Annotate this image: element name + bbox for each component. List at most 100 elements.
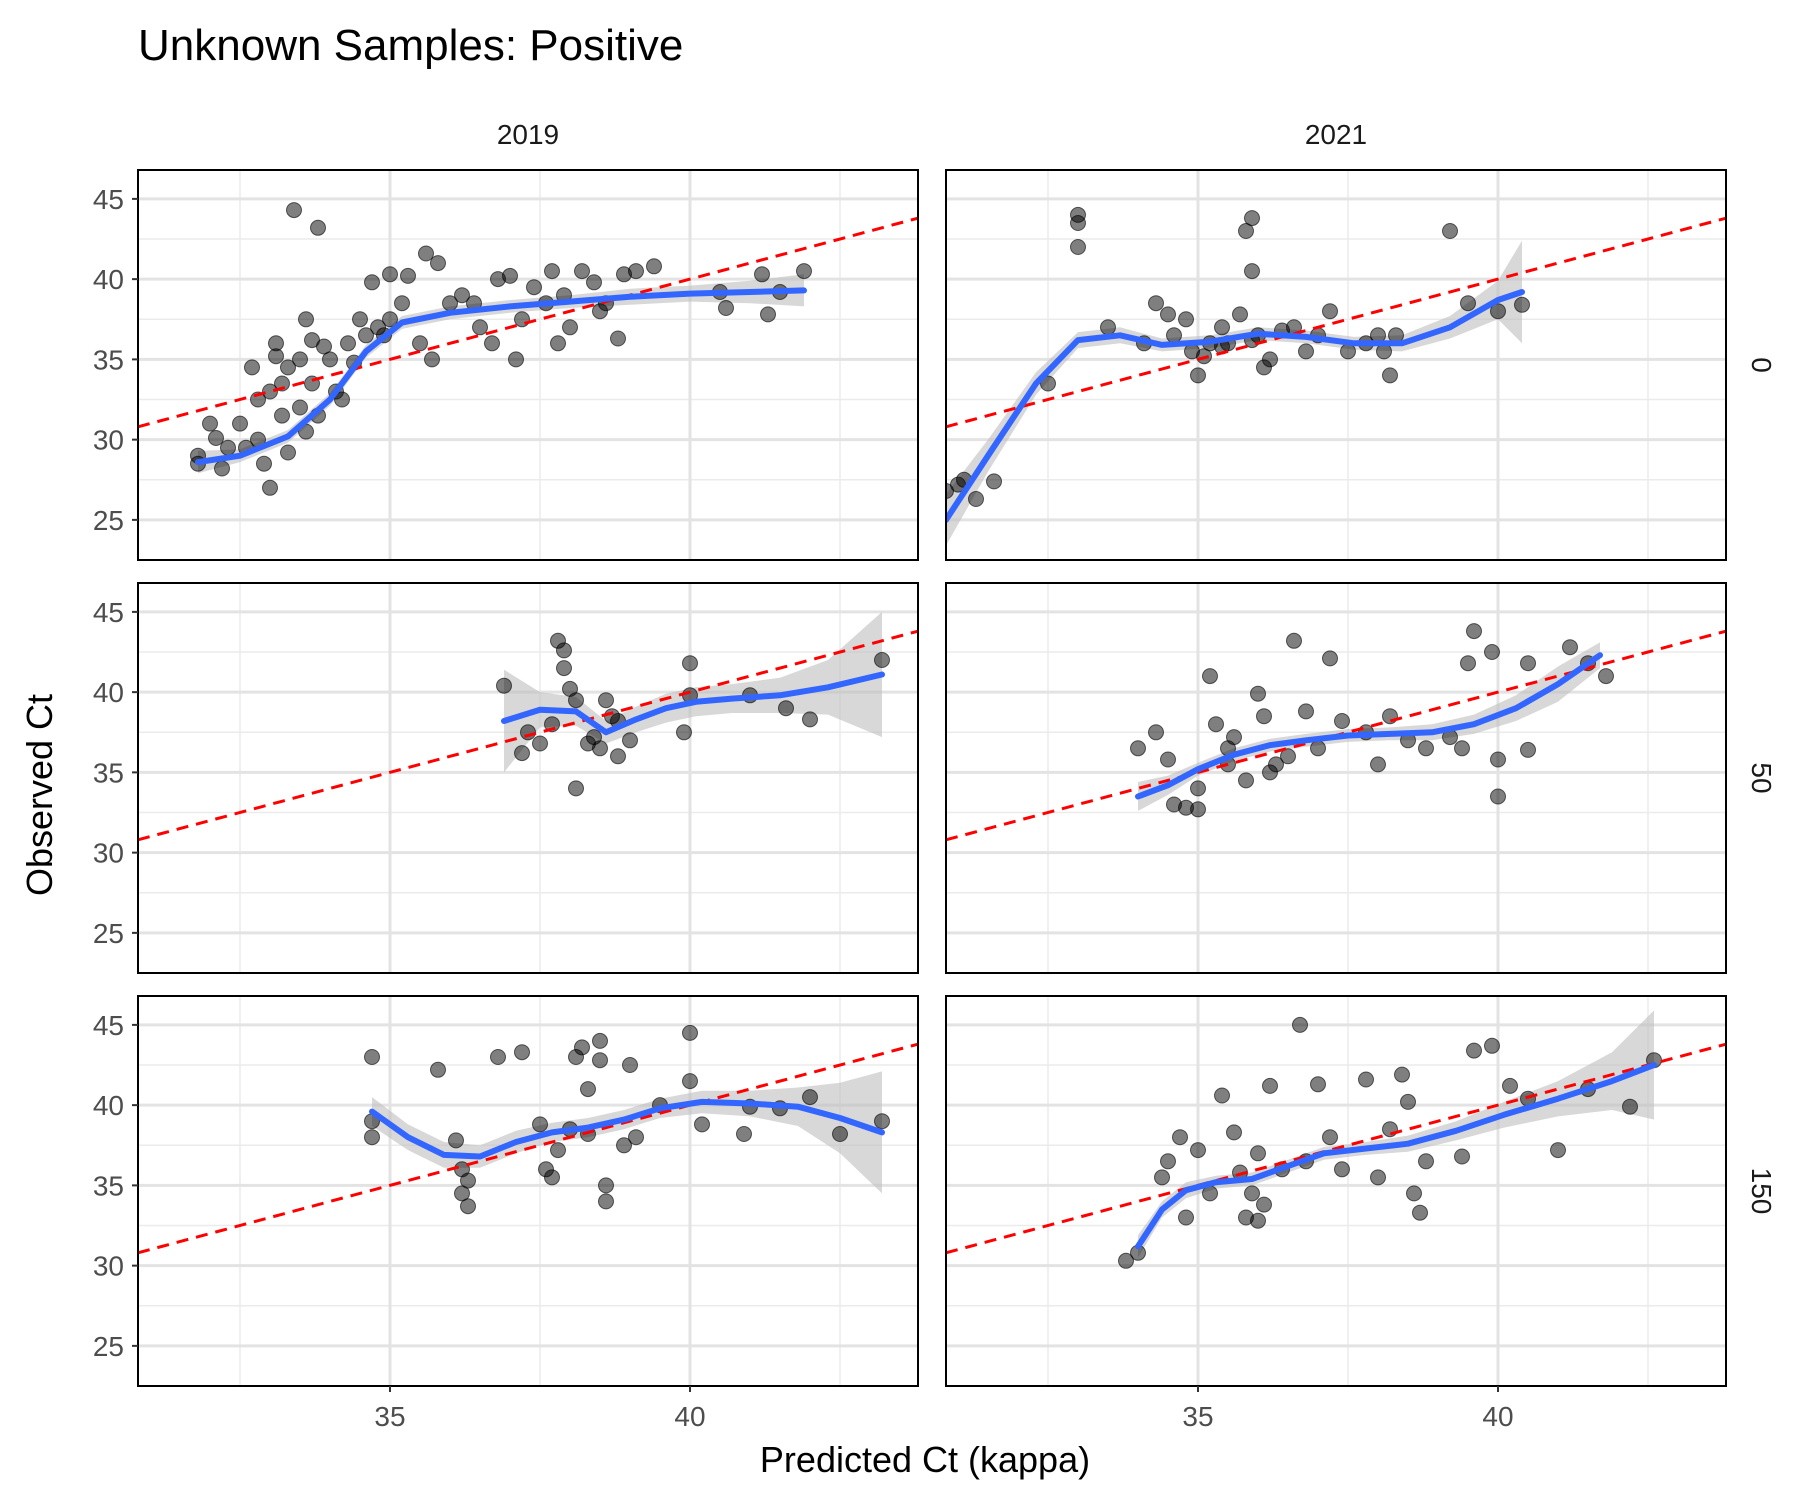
data-point bbox=[454, 287, 470, 304]
data-point bbox=[394, 295, 410, 312]
data-point bbox=[628, 263, 644, 280]
data-point bbox=[256, 455, 272, 472]
data-point bbox=[1322, 1129, 1338, 1146]
identity-reference-line bbox=[138, 1042, 918, 1255]
data-point bbox=[1244, 263, 1260, 280]
y-tick-label: 40 bbox=[93, 264, 124, 295]
data-point bbox=[274, 375, 290, 392]
y-axis-label: Observed Ct bbox=[19, 694, 60, 896]
data-point bbox=[574, 1039, 590, 1056]
column-strip-label: 2019 bbox=[497, 119, 559, 150]
data-point bbox=[622, 732, 638, 749]
data-point bbox=[1400, 1093, 1416, 1110]
data-point bbox=[1394, 1066, 1410, 1083]
panel-background bbox=[946, 170, 1726, 560]
data-point bbox=[1160, 751, 1176, 768]
panel-plot-area bbox=[946, 1010, 1726, 1269]
data-point bbox=[280, 444, 296, 461]
data-point bbox=[874, 652, 890, 668]
data-point bbox=[550, 1142, 566, 1159]
data-point bbox=[622, 1057, 638, 1073]
data-point bbox=[796, 263, 812, 280]
data-point bbox=[412, 335, 428, 352]
data-point bbox=[532, 735, 548, 752]
smooth-trend-line bbox=[195, 287, 807, 466]
data-point bbox=[556, 642, 572, 659]
facet-panel bbox=[945, 582, 1727, 974]
data-point bbox=[1160, 306, 1176, 323]
data-point bbox=[1298, 343, 1314, 360]
data-point bbox=[364, 274, 380, 291]
data-point bbox=[1442, 223, 1458, 239]
data-point bbox=[220, 439, 236, 456]
y-tick-label: 35 bbox=[93, 757, 124, 788]
data-point bbox=[1238, 223, 1254, 239]
data-point bbox=[1190, 1142, 1206, 1159]
panel-background bbox=[138, 583, 918, 973]
data-point bbox=[532, 1116, 548, 1133]
data-point bbox=[832, 1126, 848, 1142]
data-point bbox=[352, 311, 368, 328]
data-point bbox=[682, 1024, 698, 1041]
facet-panel bbox=[945, 169, 1727, 561]
data-point bbox=[610, 330, 626, 347]
data-point bbox=[1520, 741, 1536, 758]
data-point bbox=[1418, 1153, 1434, 1170]
y-tick-label: 30 bbox=[93, 838, 124, 869]
facet-panel: 25 30 35 40 45 bbox=[93, 169, 919, 561]
y-tick-label: 40 bbox=[93, 677, 124, 708]
data-point bbox=[1382, 708, 1398, 725]
data-point bbox=[1226, 729, 1242, 746]
data-point bbox=[490, 1049, 506, 1065]
panel-plot-area bbox=[138, 611, 918, 842]
data-point bbox=[1238, 772, 1254, 789]
data-point bbox=[262, 383, 278, 400]
data-point bbox=[1292, 1016, 1308, 1033]
data-point bbox=[610, 748, 626, 765]
panel-border bbox=[945, 169, 1727, 561]
row-strip-label: 0 bbox=[1746, 357, 1777, 373]
data-point bbox=[1232, 306, 1248, 323]
smooth-trend-line bbox=[501, 671, 885, 736]
data-point bbox=[1286, 632, 1302, 649]
data-point bbox=[778, 700, 794, 717]
x-tick-label: 35 bbox=[374, 1401, 405, 1432]
data-point bbox=[544, 1169, 560, 1186]
data-point bbox=[1256, 708, 1272, 725]
data-point bbox=[1460, 655, 1476, 672]
x-axis-label: Predicted Ct (kappa) bbox=[760, 1439, 1090, 1480]
data-point bbox=[364, 1049, 380, 1065]
data-point bbox=[448, 1132, 464, 1149]
data-point bbox=[986, 473, 1002, 490]
data-point bbox=[754, 266, 770, 283]
y-tick-label: 30 bbox=[93, 1251, 124, 1282]
data-point bbox=[1190, 801, 1206, 818]
data-point bbox=[874, 1113, 890, 1130]
smooth-trend-line bbox=[369, 1098, 885, 1160]
data-point bbox=[1310, 1076, 1326, 1093]
data-point bbox=[1334, 713, 1350, 729]
data-point bbox=[1172, 1129, 1188, 1146]
data-point bbox=[1256, 1196, 1272, 1213]
y-tick-label: 25 bbox=[93, 1331, 124, 1362]
data-point bbox=[1100, 319, 1116, 336]
data-point bbox=[1334, 1161, 1350, 1178]
data-point bbox=[550, 335, 566, 352]
data-point bbox=[520, 724, 536, 741]
data-point bbox=[274, 407, 290, 424]
data-point bbox=[562, 319, 578, 336]
data-point bbox=[400, 267, 416, 284]
data-point bbox=[340, 335, 356, 352]
panel-plot-area bbox=[946, 623, 1726, 842]
data-point bbox=[1550, 1142, 1566, 1159]
data-point bbox=[1310, 740, 1326, 757]
data-point bbox=[1298, 703, 1314, 720]
data-point bbox=[1070, 215, 1086, 231]
identity-reference-line bbox=[138, 216, 918, 429]
data-point bbox=[694, 1116, 710, 1133]
data-point bbox=[592, 1032, 608, 1049]
data-point bbox=[1490, 303, 1506, 320]
data-point bbox=[1178, 1209, 1194, 1226]
data-point bbox=[1178, 311, 1194, 328]
